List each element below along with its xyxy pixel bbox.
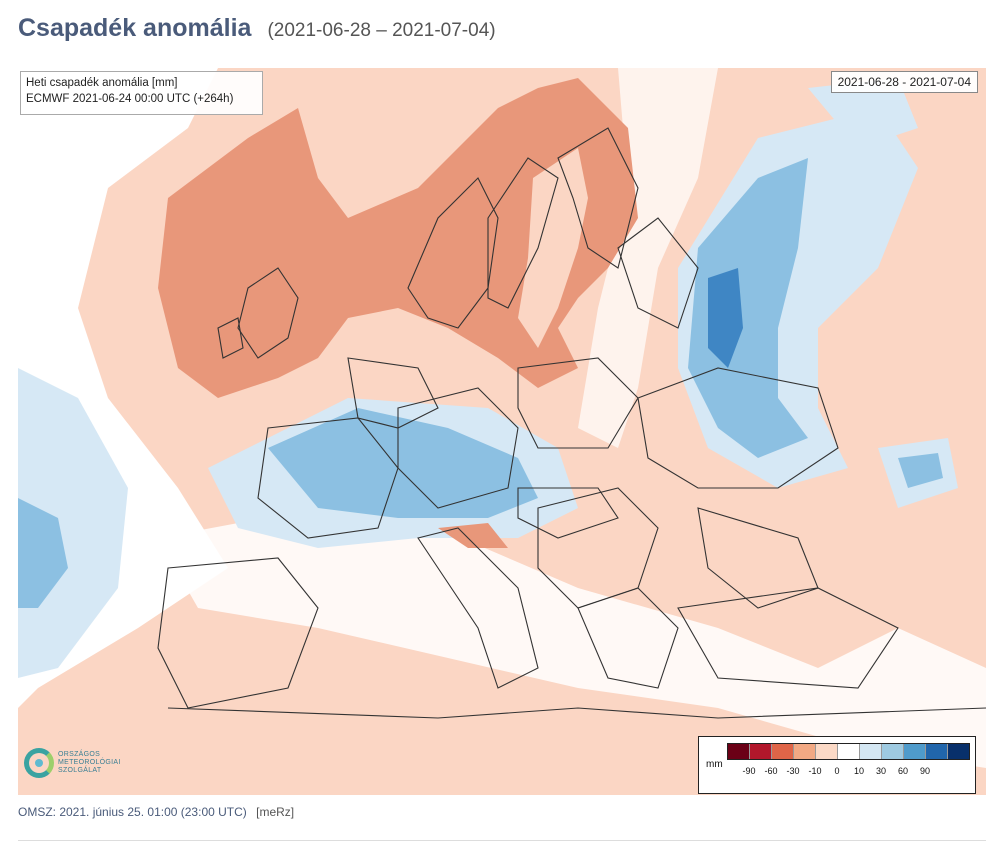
iberia-outline [157, 557, 319, 709]
alps-dry-spot [438, 523, 508, 548]
legend-swatch [948, 744, 969, 759]
baltic-sea-zone [518, 148, 588, 348]
caspian-wet-core [898, 453, 943, 488]
legend-swatch [860, 744, 882, 759]
color-legend: mm -90 -60 -30 -10 0 10 30 60 90 [698, 736, 976, 794]
legend-labels: -90 -60 -30 -10 0 10 30 60 90 [727, 766, 969, 780]
atlantic-wet-core [18, 498, 68, 608]
ireland-outline [217, 317, 244, 359]
greece-outline [577, 587, 679, 689]
eastern-neutral-strip [578, 68, 718, 448]
legend-swatch [772, 744, 794, 759]
legend-unit: mm [706, 759, 723, 770]
legend-label: 60 [897, 766, 909, 776]
footer-timestamp: OMSZ: 2021. június 25. 01:00 (23:00 UTC) [18, 805, 247, 819]
atlantic-wet-zone [18, 368, 128, 678]
legend-swatch [926, 744, 948, 759]
sweden-outline [487, 157, 559, 309]
anomaly-map[interactable]: Heti csapadék anomália [mm] ECMWF 2021-0… [18, 68, 986, 795]
legend-swatch [728, 744, 750, 759]
poland-outline [517, 357, 639, 449]
map-svg [18, 68, 986, 795]
turkey-outline [677, 587, 899, 689]
date-range-subtitle: (2021-06-28 – 2021-07-04) [267, 20, 496, 41]
legend-label: 30 [875, 766, 887, 776]
legend-swatch [750, 744, 772, 759]
baltic-states-outline [617, 217, 699, 329]
map-info-box: Heti csapadék anomália [mm] ECMWF 2021-0… [20, 71, 263, 115]
france-outline [257, 417, 399, 539]
central-europe-wet-core [268, 408, 538, 518]
great-britain-outline [237, 267, 299, 359]
legend-swatch [816, 744, 838, 759]
footer-tag: [meRz] [256, 805, 295, 819]
legend-label: 10 [853, 766, 865, 776]
legend-label: -90 [742, 766, 756, 776]
hungary-outline [517, 487, 619, 539]
legend-swatches [727, 743, 970, 760]
legend-swatch [794, 744, 816, 759]
benelux-outline [347, 357, 439, 429]
central-neutral-zone [158, 508, 986, 768]
omsz-logo-text: ORSZÁGOS METEOROLÓGIAI SZOLGÁLAT [58, 751, 121, 774]
omsz-logo: ORSZÁGOS METEOROLÓGIAI SZOLGÁLAT [24, 748, 138, 778]
footer: OMSZ: 2021. június 25. 01:00 (23:00 UTC)… [18, 805, 294, 819]
map-info-title: Heti csapadék anomália [mm] [26, 77, 178, 89]
italy-outline [417, 527, 539, 689]
map-info-model-run: ECMWF 2021-06-24 00:00 UTC (+264h) [26, 93, 234, 105]
divider [18, 840, 986, 841]
arctic-wet-zone [808, 78, 918, 148]
legend-label: -30 [786, 766, 800, 776]
legend-label: -60 [764, 766, 778, 776]
legend-swatch [904, 744, 926, 759]
russia-wet-core [688, 158, 808, 458]
legend-label: 90 [919, 766, 931, 776]
black-sea-outline [697, 507, 819, 609]
north-africa-coastline [167, 707, 986, 719]
russia-wet-max [708, 268, 743, 368]
map-date-range: 2021-06-28 - 2021-07-04 [830, 71, 978, 93]
germany-outline [397, 387, 519, 509]
legend-swatch [882, 744, 904, 759]
page-title: Csapadék anomália [18, 14, 252, 42]
legend-label: 0 [834, 766, 840, 776]
ukraine-outline [637, 367, 839, 489]
country-borders [157, 127, 986, 719]
omsz-logo-icon [24, 748, 54, 778]
legend-label: -10 [808, 766, 822, 776]
finland-outline [557, 127, 639, 269]
norway-outline [407, 177, 499, 329]
header: Csapadék anomália (2021-06-28 – 2021-07-… [18, 14, 496, 43]
legend-swatch [838, 744, 860, 759]
